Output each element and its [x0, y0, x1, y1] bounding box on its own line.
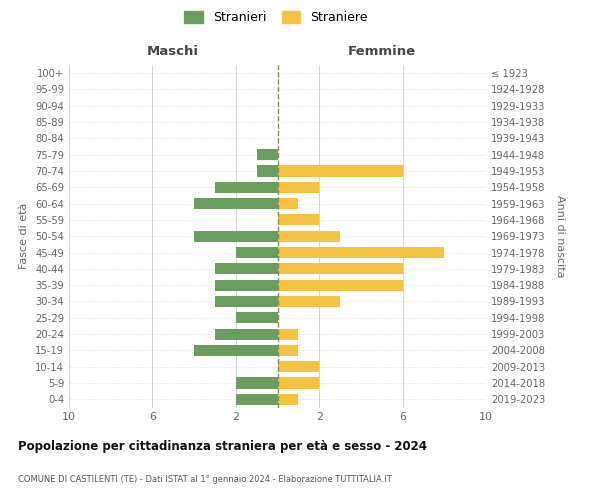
Bar — [194, 345, 277, 356]
Bar — [277, 166, 403, 176]
Bar — [215, 296, 277, 307]
Bar — [215, 328, 277, 340]
Bar — [277, 247, 444, 258]
Bar — [277, 214, 319, 226]
Text: COMUNE DI CASTILENTI (TE) - Dati ISTAT al 1° gennaio 2024 - Elaborazione TUTTITA: COMUNE DI CASTILENTI (TE) - Dati ISTAT a… — [18, 476, 392, 484]
Bar — [236, 378, 277, 388]
Bar — [277, 361, 319, 372]
Bar — [277, 280, 403, 290]
Legend: Stranieri, Straniere: Stranieri, Straniere — [179, 6, 373, 29]
Bar — [277, 230, 340, 242]
Bar — [277, 182, 319, 193]
Bar — [277, 328, 298, 340]
Y-axis label: Anni di nascita: Anni di nascita — [555, 195, 565, 278]
Bar — [236, 312, 277, 324]
Bar — [277, 394, 298, 405]
Text: Femmine: Femmine — [347, 46, 416, 59]
Bar — [257, 149, 277, 160]
Bar — [215, 280, 277, 290]
Y-axis label: Fasce di età: Fasce di età — [19, 203, 29, 270]
Bar — [257, 166, 277, 176]
Bar — [236, 247, 277, 258]
Text: Popolazione per cittadinanza straniera per età e sesso - 2024: Popolazione per cittadinanza straniera p… — [18, 440, 427, 453]
Bar — [277, 345, 298, 356]
Bar — [194, 230, 277, 242]
Bar — [194, 198, 277, 209]
Bar — [215, 182, 277, 193]
Bar — [277, 264, 403, 274]
Bar — [277, 198, 298, 209]
Bar — [215, 264, 277, 274]
Bar — [277, 296, 340, 307]
Text: Maschi: Maschi — [147, 46, 199, 59]
Bar — [236, 394, 277, 405]
Bar — [277, 378, 319, 388]
